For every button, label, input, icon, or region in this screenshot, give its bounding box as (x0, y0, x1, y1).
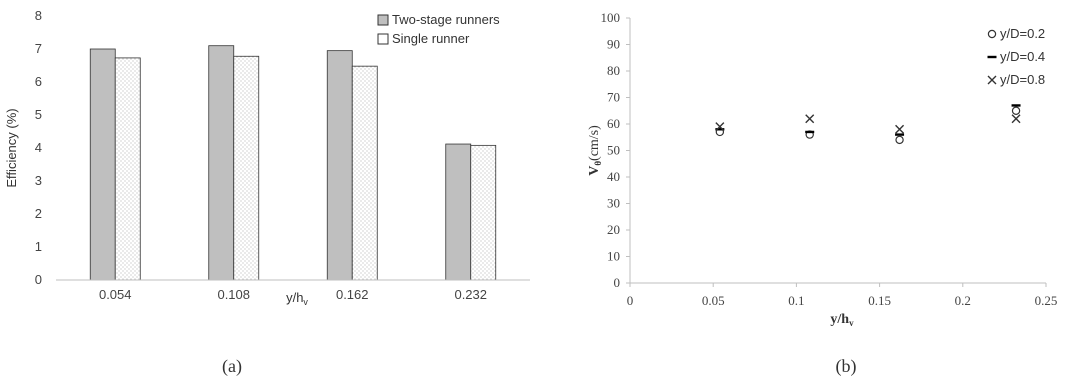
chart-b-y-tick-label: 0 (614, 275, 621, 290)
chart-b-y-axis-label-suffix: (cm/s) (587, 125, 602, 161)
chart-b-x-tick-label: 0 (627, 293, 634, 308)
chart-a-x-tick-label: 0.162 (336, 287, 369, 302)
chart-b-y-tick-label: 40 (607, 169, 620, 184)
chart-a-y-tick-label: 6 (35, 74, 42, 89)
chart-b-x-tick-label: 0.05 (702, 293, 725, 308)
chart-b-x-axis-label: y/hv (830, 312, 854, 328)
chart-b-y-tick-label: 30 (607, 196, 620, 211)
point-y-d-0-8 (715, 122, 725, 132)
chart-a-legend-label: Two-stage runners (392, 12, 500, 27)
bar-single-runner-0.162 (351, 65, 378, 281)
chart-b-legend-marker (987, 75, 997, 85)
chart-b-x-tick-label: 0.2 (955, 293, 971, 308)
chart-a-x-axis-label-main: y/h (286, 290, 303, 305)
chart-a-legend-swatch (377, 14, 389, 26)
bar-two-stage-runners-0.162 (326, 50, 353, 281)
chart-a-y-tick-label: 7 (35, 41, 42, 56)
chart-b-legend-label: y/D=0.8 (1000, 72, 1045, 87)
point-y-d-0-2 (895, 135, 904, 145)
chart-a-y-tick-label: 5 (35, 107, 42, 122)
point-y-d-0-8 (895, 124, 905, 134)
chart-b-x-tick-label: 0.1 (788, 293, 804, 308)
chart-a-legend-label: Single runner (392, 31, 470, 46)
chart-a-x-tick-label: 0.232 (454, 287, 487, 302)
chart-b-x-axis-label-sub: v (849, 318, 854, 328)
chart-b-points (715, 104, 1021, 145)
chart-a-y-axis: 0 1 2 3 4 5 6 7 8 (35, 8, 42, 287)
chart-b-y-tick-label: 100 (601, 10, 621, 25)
chart-b-y-tick-label: 10 (607, 249, 620, 264)
chart-a-y-tick-label: 0 (35, 272, 42, 287)
chart-b: 0 10 20 30 40 50 60 70 80 90 100 0 0.05 0.1 0.15 0.2 0.… (587, 10, 1057, 377)
chart-b-y-tick-label: 80 (607, 63, 620, 78)
chart-b-y-tick-label: 70 (607, 90, 620, 105)
bar-single-runner-0.108 (233, 55, 260, 281)
chart-a-y-tick-label: 8 (35, 8, 42, 23)
bar-single-runner-0.232 (470, 144, 497, 281)
chart-b-y-axis-label-main: V (587, 166, 602, 176)
chart-a-y-tick-label: 4 (35, 140, 42, 155)
chart-a-y-tick-label: 3 (35, 173, 42, 188)
chart-b-y-tick-label: 20 (607, 222, 620, 237)
chart-b-y-axis-label-sub: θ (593, 161, 603, 166)
chart-a-x-axis-label-sub: v (303, 297, 308, 307)
chart-a-x-tick-label: 0.108 (217, 287, 250, 302)
chart-b-legend: y/D=0.2 y/D=0.4 y/D=0.8 (987, 26, 1045, 87)
chart-b-legend-label: y/D=0.2 (1000, 26, 1045, 41)
chart-a-y-axis-label: Efficiency (%) (4, 108, 19, 187)
chart-a-y-tick-label: 1 (35, 239, 42, 254)
chart-a-x-axis: 0.054 0.108 0.162 0.232 (99, 287, 487, 302)
chart-a-y-tick-label: 2 (35, 206, 42, 221)
chart-a-caption: (a) (222, 356, 242, 377)
chart-b-x-axis: 0 0.05 0.1 0.15 0.2 0.25 (627, 283, 1058, 308)
bar-single-runner-0.054 (114, 57, 141, 281)
chart-a-legend: Two-stage runners Single runner (377, 12, 500, 46)
point-y-d-0-8 (805, 114, 815, 124)
chart-b-x-tick-label: 0.25 (1035, 293, 1058, 308)
bar-two-stage-runners-0.232 (445, 143, 472, 281)
point-y-d-0-8 (1011, 114, 1021, 124)
chart-b-legend-marker (987, 29, 997, 39)
chart-b-y-axis: 0 10 20 30 40 50 60 70 80 90 100 (601, 10, 630, 290)
chart-b-y-tick-label: 60 (607, 116, 620, 131)
chart-a-bars (89, 45, 497, 281)
point-y-d-0-2 (1011, 106, 1021, 115)
chart-b-x-axis-label-main: y/h (830, 312, 849, 327)
chart-b-y-tick-label: 50 (607, 143, 620, 158)
chart-b-y-axis-label: Vθ(cm/s) (587, 125, 603, 176)
bar-two-stage-runners-0.054 (89, 48, 116, 281)
bar-two-stage-runners-0.108 (208, 45, 235, 281)
chart-a-x-axis-label: y/hv (286, 290, 308, 307)
chart-b-x-tick-label: 0.15 (868, 293, 891, 308)
chart-b-caption: (b) (836, 356, 857, 377)
chart-b-y-tick-label: 90 (607, 37, 620, 52)
chart-a-x-tick-label: 0.054 (99, 287, 132, 302)
chart-b-legend-label: y/D=0.4 (1000, 49, 1045, 64)
chart-a: 0 1 2 3 4 5 6 7 8 0.054 0.108 0.162 0.232 Efficienc… (4, 8, 530, 377)
chart-a-legend-swatch (377, 33, 389, 45)
